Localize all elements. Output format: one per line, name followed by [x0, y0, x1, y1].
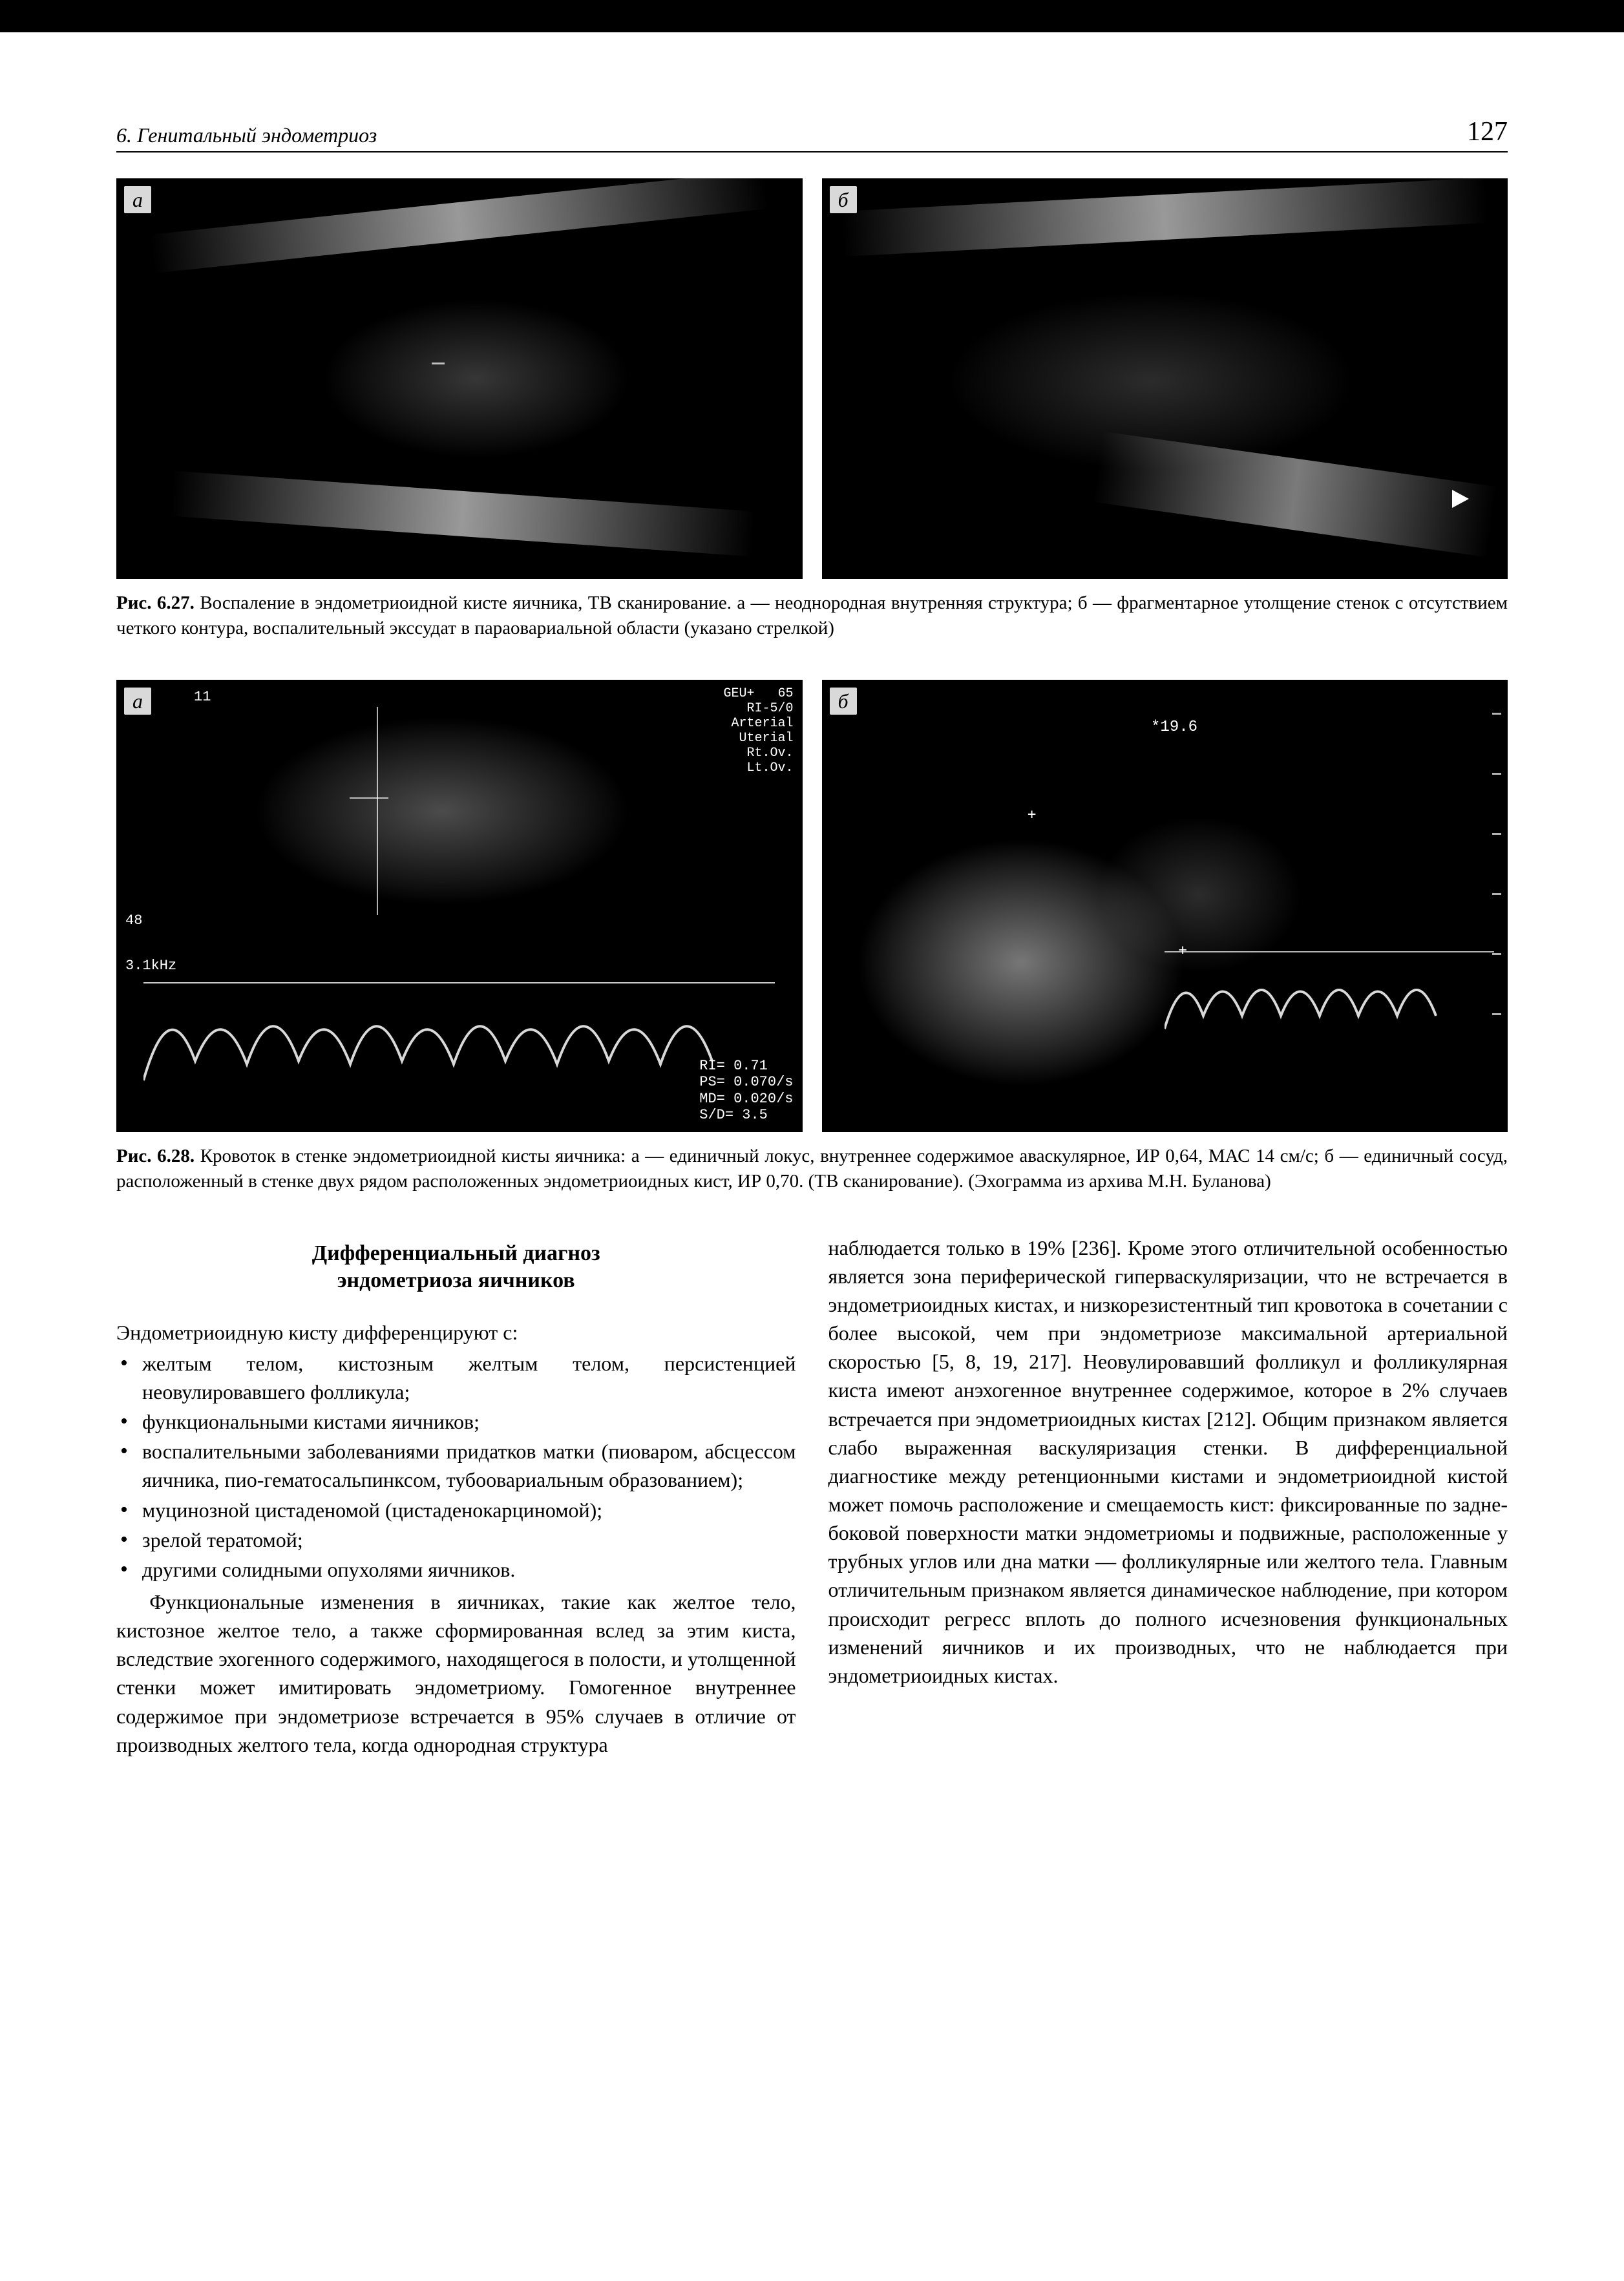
overlay-measure: *19.6: [1151, 719, 1197, 737]
body-paragraph-right: наблюдается только в 19% [236]. Кроме эт…: [828, 1234, 1508, 1690]
column-right: наблюдается только в 19% [236]. Кроме эт…: [828, 1234, 1508, 1759]
list-item: зрелой тератомой;: [116, 1526, 796, 1554]
list-item: другими солидными опухолями яичников.: [116, 1555, 796, 1584]
section-title: Дифференциальный диагноз эндометриоза яи…: [116, 1240, 796, 1295]
doppler-gate-line: [350, 797, 388, 799]
figure-6-27-caption: Рис. 6.27. Воспаление в эндометриоидной …: [116, 591, 1508, 641]
ultrasound-blob: [253, 716, 631, 906]
figure-6-28-caption: Рис. 6.28. Кровоток в стенке эндометриои…: [116, 1144, 1508, 1194]
ultrasound-blob: [322, 299, 631, 459]
doppler-waveform: [143, 983, 775, 1106]
figure-6-27-row: а б: [116, 178, 1508, 579]
page-header: 6. Генитальный эндометриоз 127: [116, 116, 1508, 152]
list-item: воспалительными заболеваниями придатков …: [116, 1437, 796, 1494]
overlay-mode-labels: GEU+ 65 RI-5/0 Arterial Uterial Rt.Ov. L…: [723, 686, 793, 775]
list-item: муцинозной цистаденомой (цистаденокарцин…: [116, 1496, 796, 1524]
figure-6-27-panel-a: а: [116, 178, 803, 579]
diff-diagnosis-list: желтым телом, кистозным желтым телом, пе…: [116, 1349, 796, 1584]
panel-tag-b: б: [828, 686, 858, 716]
page: 6. Генитальный эндометриоз 127 а б Рис. …: [0, 0, 1624, 2281]
figure-label: Рис. 6.28.: [116, 1146, 195, 1166]
figure-label: Рис. 6.27.: [116, 593, 195, 613]
body-paragraph-left: Функциональные изменения в яичниках, так…: [116, 1588, 796, 1759]
list-item: функциональными кистами яичников;: [116, 1407, 796, 1436]
ultrasound-streak: [151, 178, 768, 273]
ultrasound-marker: [432, 363, 445, 364]
figure-6-28-panel-a: а 11 GEU+ 65 RI-5/0 Arterial Uterial Rt.…: [116, 680, 803, 1132]
figure-caption-text: Воспаление в эндометриоидной кисте яични…: [116, 593, 1508, 638]
figure-6-27-panel-b: б: [822, 178, 1508, 579]
doppler-gate-line: [377, 707, 378, 915]
body-columns: Дифференциальный диагноз эндометриоза яи…: [116, 1234, 1508, 1759]
ultrasound-streak: [841, 178, 1488, 257]
panel-tag-a: а: [123, 686, 153, 716]
overlay-depth-label: 11: [194, 689, 211, 705]
ultrasound-streak: [171, 470, 755, 556]
arrow-icon: [1452, 490, 1469, 508]
chapter-title: 6. Генитальный эндометриоз: [116, 123, 377, 147]
scan-top-bar: [0, 0, 1624, 32]
page-number: 127: [1448, 116, 1508, 147]
overlay-scale-label: 48: [125, 912, 142, 929]
column-left: Дифференциальный диагноз эндометриоза яи…: [116, 1234, 796, 1759]
caliper-mark: +: [1028, 806, 1036, 823]
panel-tag-a: а: [123, 185, 153, 215]
list-item: желтым телом, кистозным желтым телом, пе…: [116, 1349, 796, 1406]
overlay-ri-values: RI= 0.71 PS= 0.070/s MD= 0.020/s S/D= 3.…: [699, 1058, 793, 1123]
figure-6-28-row: а 11 GEU+ 65 RI-5/0 Arterial Uterial Rt.…: [116, 680, 1508, 1132]
ultrasound-blob: [1096, 815, 1302, 974]
doppler-waveform: [1165, 951, 1494, 1055]
overlay-freq-label: 3.1kHz: [125, 958, 176, 974]
figure-caption-text: Кровоток в стенке эндометриоидной кисты …: [116, 1146, 1508, 1192]
figure-6-28-panel-b: б *19.6 + +: [822, 680, 1508, 1132]
intro-line: Эндометриоидную кисту дифференцируют с:: [116, 1318, 796, 1347]
panel-tag-b: б: [828, 185, 858, 215]
